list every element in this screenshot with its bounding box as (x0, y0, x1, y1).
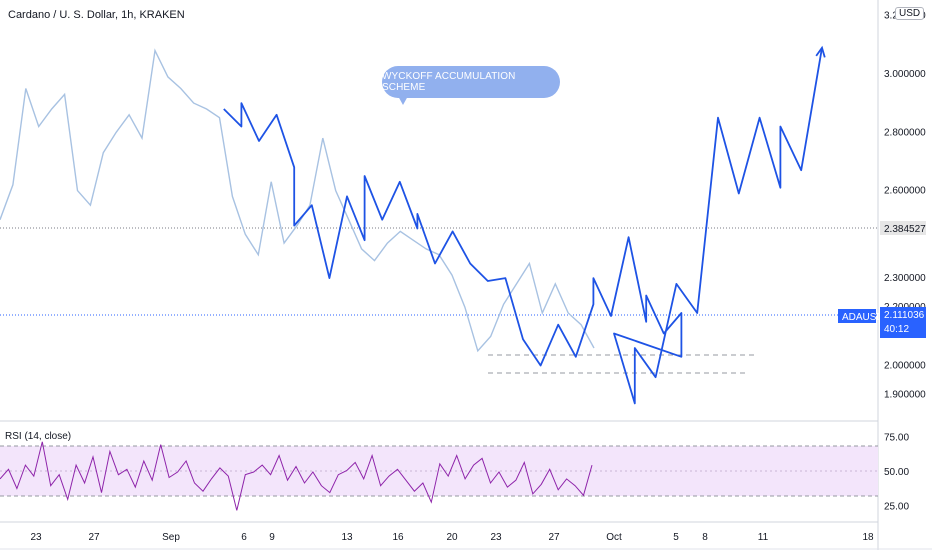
time-axis-ticks: 23 27 Sep 6 9 13 16 20 23 27 Oct 5 8 11 18 (30, 532, 874, 543)
rsi-tick-label: 75.00 (884, 433, 909, 444)
y-tick-label: 3.000000 (884, 69, 926, 80)
x-tick-label: 23 (30, 532, 42, 543)
rsi-series (0, 441, 593, 511)
x-tick-label: Oct (606, 532, 622, 543)
symbol-title: Cardano / U. S. Dollar, 1h, KRAKEN (8, 9, 185, 21)
x-tick-label: 16 (392, 532, 404, 543)
y-tick-label: 2.600000 (884, 186, 926, 197)
rsi-line (0, 441, 593, 511)
x-tick-label: 5 (673, 532, 679, 543)
x-tick-label: 8 (702, 532, 708, 543)
countdown-label: 40:12 (884, 324, 909, 335)
ticker-box (838, 309, 876, 323)
current-price-label: 2.111036 (884, 310, 925, 321)
annotation-bubble[interactable]: WYCKOFF ACCUMULATION SCHEME (382, 66, 560, 98)
x-tick-label: 18 (862, 532, 874, 543)
x-tick-label: Sep (162, 532, 180, 543)
current-price-box (880, 307, 926, 338)
y-tick-label: 2.300000 (884, 273, 926, 284)
projection-line (223, 47, 823, 405)
rsi-tick-label: 50.00 (884, 467, 909, 478)
level-price-box (880, 221, 926, 235)
x-tick-label: 11 (758, 532, 769, 543)
x-tick-label: 9 (269, 532, 275, 543)
y-tick-label: 1.900000 (884, 390, 926, 401)
x-tick-label: 27 (88, 532, 100, 543)
y-tick-label: 2.800000 (884, 127, 926, 138)
wyckoff-projection (223, 45, 826, 405)
projection-arrowhead (815, 45, 826, 58)
rsi-tick-label: 25.00 (884, 501, 909, 512)
ticker-label: ADAUSD (842, 312, 884, 323)
price-series (0, 48, 595, 353)
x-tick-label: 6 (241, 532, 247, 543)
price-axis-ticks: 3.2000003.0000002.8000002.6000002.300000… (884, 11, 926, 401)
x-tick-label: 23 (490, 532, 502, 543)
y-tick-label: 2.000000 (884, 361, 926, 372)
annotation-tail (398, 96, 408, 105)
rsi-axis-ticks: 75.00 50.00 25.00 (884, 433, 909, 513)
price-line (0, 48, 595, 353)
x-tick-label: 27 (548, 532, 560, 543)
currency-badge[interactable]: USD (895, 7, 925, 20)
rsi-label: RSI (14, close) (5, 431, 72, 442)
x-tick-label: 20 (446, 532, 458, 543)
level-price-label: 2.384527 (884, 224, 926, 235)
x-tick-label: 13 (341, 532, 353, 543)
